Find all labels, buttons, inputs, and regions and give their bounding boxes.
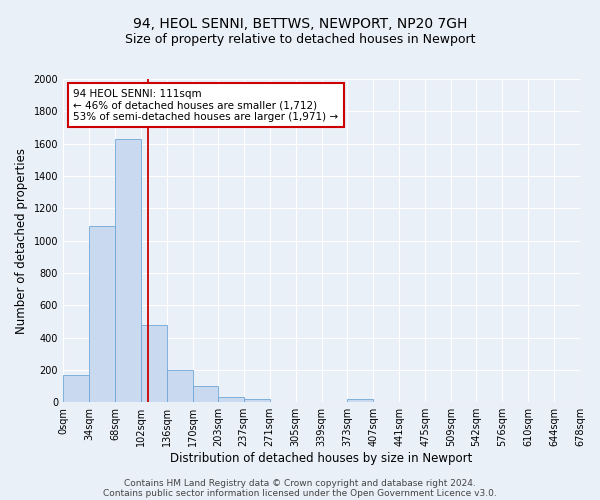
X-axis label: Distribution of detached houses by size in Newport: Distribution of detached houses by size … — [170, 452, 473, 465]
Bar — [193, 386, 218, 402]
Bar — [89, 226, 115, 402]
Bar — [218, 396, 244, 402]
Bar — [141, 324, 167, 402]
Y-axis label: Number of detached properties: Number of detached properties — [15, 148, 28, 334]
Bar — [347, 399, 373, 402]
Text: Size of property relative to detached houses in Newport: Size of property relative to detached ho… — [125, 32, 475, 46]
Bar — [63, 374, 89, 402]
Bar — [115, 139, 141, 402]
Bar — [244, 399, 269, 402]
Text: Contains HM Land Registry data © Crown copyright and database right 2024.: Contains HM Land Registry data © Crown c… — [124, 478, 476, 488]
Text: Contains public sector information licensed under the Open Government Licence v3: Contains public sector information licen… — [103, 488, 497, 498]
Text: 94 HEOL SENNI: 111sqm
← 46% of detached houses are smaller (1,712)
53% of semi-d: 94 HEOL SENNI: 111sqm ← 46% of detached … — [73, 88, 338, 122]
Text: 94, HEOL SENNI, BETTWS, NEWPORT, NP20 7GH: 94, HEOL SENNI, BETTWS, NEWPORT, NP20 7G… — [133, 18, 467, 32]
Bar — [167, 370, 193, 402]
